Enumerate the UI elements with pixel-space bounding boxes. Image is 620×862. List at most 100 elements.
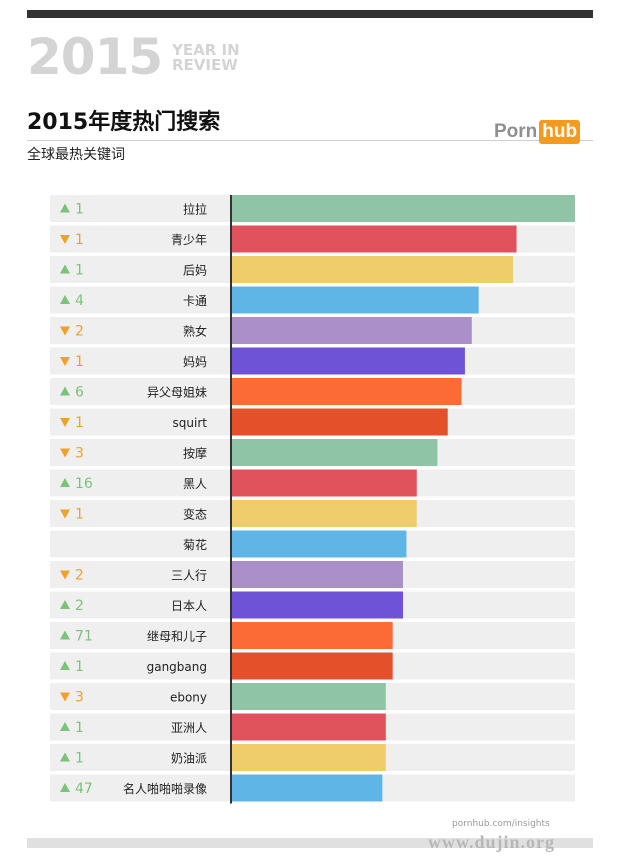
category-label: 异父母姐妹 bbox=[147, 386, 207, 400]
row-label-background bbox=[50, 347, 231, 375]
row-label-background bbox=[50, 500, 231, 527]
row-label-background bbox=[50, 195, 231, 222]
category-label: 拉拉 bbox=[183, 202, 207, 217]
bar bbox=[231, 469, 417, 497]
title-divider bbox=[27, 140, 593, 141]
rank-down-icon bbox=[60, 448, 70, 458]
category-label: squirt bbox=[173, 416, 208, 430]
rank-change-value: 2 bbox=[75, 324, 84, 340]
rank-change-value: 1 bbox=[75, 751, 84, 767]
category-label: 奶油派 bbox=[171, 752, 207, 766]
rank-change-value: 2 bbox=[75, 598, 84, 614]
category-label: 后妈 bbox=[183, 264, 207, 278]
category-label: 三人行 bbox=[171, 569, 207, 583]
rank-change-value: 4 bbox=[75, 293, 84, 309]
footer-bar bbox=[27, 838, 593, 848]
rank-change-value: 1 bbox=[75, 659, 84, 675]
rank-change-value: 3 bbox=[75, 446, 84, 462]
rank-change-value: 1 bbox=[75, 415, 84, 431]
bar bbox=[231, 439, 438, 466]
rank-up-icon bbox=[60, 752, 70, 762]
category-label: 变态 bbox=[183, 507, 207, 522]
category-label: 菊花 bbox=[183, 537, 207, 552]
row-label-background bbox=[50, 774, 231, 802]
category-label: 青少年 bbox=[171, 233, 207, 247]
rank-down-icon bbox=[60, 692, 70, 702]
row-label-background bbox=[50, 469, 231, 497]
rank-up-icon bbox=[60, 722, 70, 731]
rank-down-icon bbox=[60, 326, 70, 336]
logo-text-left: Porn bbox=[494, 121, 538, 142]
bar bbox=[231, 652, 393, 680]
category-label: 按摩 bbox=[183, 446, 207, 461]
rank-down-icon bbox=[60, 357, 70, 366]
bar bbox=[231, 622, 393, 649]
bar bbox=[231, 683, 386, 710]
bar bbox=[231, 256, 514, 283]
rank-down-icon bbox=[60, 235, 70, 244]
bar bbox=[231, 347, 465, 375]
category-label: ebony bbox=[170, 691, 207, 705]
rank-change-value: 47 bbox=[75, 781, 93, 797]
row-label-background bbox=[50, 652, 231, 680]
rank-change-value: 1 bbox=[75, 263, 84, 279]
bar bbox=[231, 195, 575, 222]
row-label-background bbox=[50, 317, 231, 344]
rank-down-icon bbox=[60, 418, 70, 427]
rank-up-icon bbox=[60, 661, 70, 670]
rank-up-icon bbox=[60, 295, 70, 304]
bar bbox=[231, 530, 407, 558]
row-label-background bbox=[50, 408, 231, 436]
top-bar bbox=[27, 10, 593, 18]
category-label: 继母和儿子 bbox=[147, 630, 207, 644]
rank-up-icon bbox=[60, 478, 70, 487]
page-title: 2015年度热门搜索 bbox=[27, 110, 221, 135]
page-subtitle: 全球最热关键词 bbox=[27, 147, 125, 163]
row-label-background bbox=[50, 561, 231, 588]
category-label: gangbang bbox=[147, 660, 207, 674]
bar bbox=[231, 225, 517, 253]
year-in-review-label: YEAR IN REVIEW bbox=[172, 41, 240, 74]
bar bbox=[231, 317, 472, 344]
row-label-background bbox=[50, 622, 231, 649]
row-label-background bbox=[50, 530, 231, 558]
rank-up-icon bbox=[60, 783, 70, 792]
bar bbox=[231, 378, 462, 405]
rank-change-value: 16 bbox=[75, 476, 93, 492]
rank-up-icon bbox=[60, 600, 70, 609]
rank-change-value: 1 bbox=[75, 232, 84, 248]
bar bbox=[231, 774, 383, 802]
logo-text-right: hub bbox=[539, 120, 581, 144]
rank-down-icon bbox=[60, 570, 70, 580]
bar bbox=[231, 286, 479, 314]
bar bbox=[231, 561, 403, 588]
rank-change-value: 71 bbox=[75, 629, 93, 645]
bar bbox=[231, 744, 386, 771]
rank-change-value: 1 bbox=[75, 354, 84, 370]
row-label-background bbox=[50, 286, 231, 314]
source-url: pornhub.com/insights bbox=[452, 819, 550, 829]
row-label-background bbox=[50, 713, 231, 741]
rank-up-icon bbox=[60, 264, 70, 274]
rank-down-icon bbox=[60, 509, 70, 519]
category-label: 名人啪啪啪录像 bbox=[123, 781, 207, 796]
rank-change-value: 1 bbox=[75, 507, 84, 523]
rank-change-value: 3 bbox=[75, 690, 84, 706]
row-label-background bbox=[50, 744, 231, 771]
category-label: 日本人 bbox=[171, 599, 207, 613]
rank-change-value: 2 bbox=[75, 568, 84, 584]
rank-up-icon bbox=[60, 203, 70, 213]
row-label-background bbox=[50, 256, 231, 283]
category-label: 亚洲人 bbox=[171, 721, 207, 735]
rank-change-value: 1 bbox=[75, 202, 84, 218]
bar bbox=[231, 713, 386, 741]
rank-change-value: 1 bbox=[75, 720, 84, 736]
rank-up-icon bbox=[60, 386, 70, 396]
category-label: 熟女 bbox=[183, 324, 207, 339]
row-label-background bbox=[50, 378, 231, 405]
category-label: 黑人 bbox=[183, 477, 207, 491]
pornhub-logo: Porn hub bbox=[494, 120, 581, 144]
bar bbox=[231, 500, 417, 527]
row-label-background bbox=[50, 439, 231, 466]
